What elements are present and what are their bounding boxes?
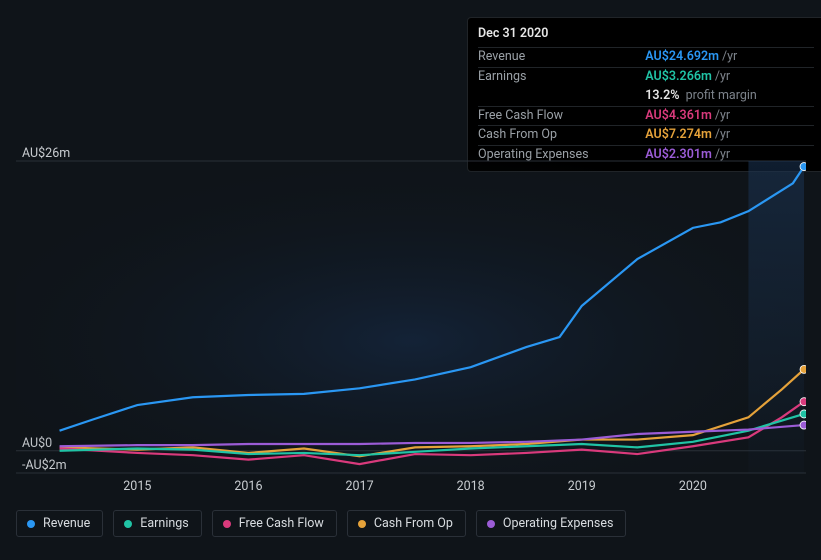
- tooltip-row-label: Earnings: [478, 67, 645, 86]
- series-end-marker: [800, 163, 806, 171]
- x-axis-label: 2018: [457, 479, 485, 494]
- legend-label: Earnings: [140, 516, 188, 531]
- legend-dot-icon: [124, 520, 132, 528]
- tooltip-row: EarningsAU$3.266m/yr: [478, 67, 814, 86]
- series-end-marker: [800, 421, 806, 429]
- tooltip-row-value: AU$7.274m/yr: [645, 126, 814, 146]
- x-axis-labels: 2015 2016 2017 2018 2019 2020: [16, 479, 806, 497]
- tooltip-date: Dec 31 2020: [478, 24, 814, 47]
- tooltip-row-value: AU$3.266m/yr: [645, 67, 814, 86]
- x-axis-label: 2020: [679, 479, 707, 494]
- tooltip-table: RevenueAU$24.692m/yrEarningsAU$3.266m/yr…: [478, 47, 814, 165]
- legend-label: Free Cash Flow: [239, 516, 324, 531]
- tooltip-row-sub: 13.2% profit margin: [478, 87, 814, 106]
- legend-fcf[interactable]: Free Cash Flow: [212, 510, 337, 537]
- series-end-marker: [800, 398, 806, 406]
- legend-dot-icon: [358, 520, 366, 528]
- tooltip-row-value: AU$24.692m/yr: [645, 47, 814, 67]
- legend-dot-icon: [223, 520, 231, 528]
- chart-tooltip: Dec 31 2020 RevenueAU$24.692m/yrEarnings…: [468, 18, 821, 171]
- legend-label: Cash From Op: [374, 516, 453, 531]
- tooltip-row: Free Cash FlowAU$4.361m/yr: [478, 106, 814, 126]
- x-axis-label: 2015: [123, 479, 151, 494]
- x-axis-label: 2016: [234, 479, 262, 494]
- x-axis-label: 2017: [345, 479, 373, 494]
- tooltip-row-label: Free Cash Flow: [478, 106, 645, 126]
- legend-dot-icon: [27, 520, 35, 528]
- tooltip-row: Cash From OpAU$7.274m/yr: [478, 126, 814, 146]
- legend-revenue[interactable]: Revenue: [16, 510, 103, 537]
- legend-label: Operating Expenses: [503, 516, 614, 531]
- legend-opex[interactable]: Operating Expenses: [476, 510, 627, 537]
- tooltip-row-label: Revenue: [478, 47, 645, 67]
- chart-legend: Revenue Earnings Free Cash Flow Cash From O…: [16, 510, 626, 537]
- line-chart[interactable]: [16, 155, 806, 475]
- tooltip-row: RevenueAU$24.692m/yr: [478, 47, 814, 67]
- tooltip-row-value: AU$4.361m/yr: [645, 106, 814, 126]
- legend-cfo[interactable]: Cash From Op: [347, 510, 466, 537]
- legend-label: Revenue: [43, 516, 90, 531]
- tooltip-row-label: Cash From Op: [478, 126, 645, 146]
- x-axis-label: 2019: [568, 479, 596, 494]
- legend-dot-icon: [487, 520, 495, 528]
- series-end-marker: [800, 410, 806, 418]
- legend-earnings[interactable]: Earnings: [113, 510, 201, 537]
- series-end-marker: [800, 365, 806, 373]
